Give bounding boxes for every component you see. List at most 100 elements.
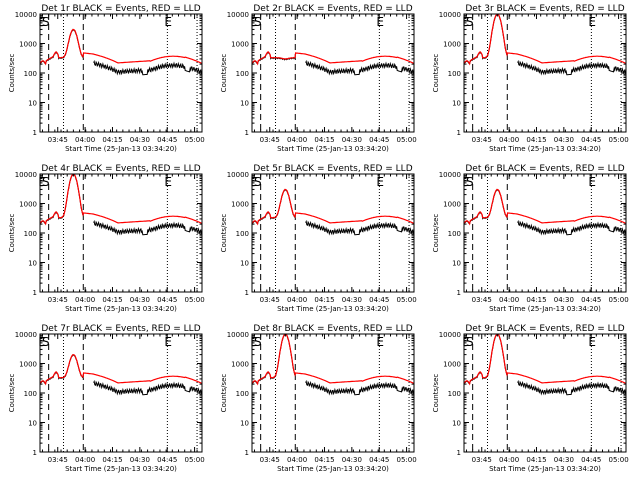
y-tick-label: 10: [240, 260, 249, 268]
x-tick-label: 04:30: [130, 456, 150, 464]
y-tick-label: 100: [448, 70, 461, 78]
x-axis-label: Start Time (25-Jan-13 03:34:20): [65, 305, 177, 313]
x-tick-label: 05:00: [608, 136, 628, 144]
x-axis-label: Start Time (25-Jan-13 03:34:20): [277, 145, 389, 153]
x-axis-label: Start Time (25-Jan-13 03:34:20): [489, 465, 601, 473]
y-tick-label: 10000: [15, 331, 37, 339]
x-tick-label: 04:45: [581, 136, 601, 144]
flag-label: E: [376, 15, 384, 29]
x-tick-label: 04:45: [581, 296, 601, 304]
x-tick-label: 04:45: [581, 456, 601, 464]
series-lld-line: [252, 334, 414, 386]
y-tick-label: 10: [452, 100, 461, 108]
x-tick-label: 04:30: [554, 456, 574, 464]
x-axis-label: Start Time (25-Jan-13 03:34:20): [277, 465, 389, 473]
x-axis-label: Start Time (25-Jan-13 03:34:20): [65, 465, 177, 473]
y-axis-label: Counts/sec: [220, 214, 228, 253]
y-tick-label: 10: [240, 420, 249, 428]
flag-label: E: [376, 175, 384, 189]
flag-label: E: [376, 335, 384, 349]
y-tick-label: 1000: [19, 201, 37, 209]
y-axis-label: Counts/sec: [432, 54, 440, 93]
series-events-line: [252, 334, 414, 396]
x-tick-label: 05:00: [608, 296, 628, 304]
y-tick-label: 1: [245, 129, 249, 137]
y-tick-label: 10: [28, 420, 37, 428]
y-axis-label: Counts/sec: [220, 54, 228, 93]
series-events-line: [40, 28, 202, 76]
x-tick-label: 04:45: [157, 136, 177, 144]
y-tick-label: 1: [245, 449, 249, 457]
x-tick-label: 04:15: [314, 456, 334, 464]
series-events-line: [464, 334, 626, 396]
x-tick-label: 03:45: [472, 296, 492, 304]
y-tick-label: 1000: [443, 41, 461, 49]
flag-label: E: [38, 175, 46, 189]
series-events-line: [252, 188, 414, 236]
x-tick-label: 04:45: [369, 296, 389, 304]
x-tick-label: 04:15: [102, 136, 122, 144]
y-tick-label: 10: [28, 100, 37, 108]
y-tick-label: 100: [448, 390, 461, 398]
y-tick-label: 100: [448, 230, 461, 238]
x-tick-label: 05:00: [608, 456, 628, 464]
series-lld-line: [464, 188, 626, 226]
y-tick-label: 10000: [15, 11, 37, 19]
y-tick-label: 10000: [439, 331, 461, 339]
y-tick-label: 10: [240, 100, 249, 108]
y-tick-label: 100: [24, 390, 37, 398]
chart-title: Det 2r BLACK = Events, RED = LLD: [253, 4, 412, 14]
flag-label: E: [588, 175, 596, 189]
x-tick-label: 04:30: [342, 456, 362, 464]
y-tick-label: 100: [24, 230, 37, 238]
y-tick-label: 1: [33, 449, 37, 457]
flag-label: E: [588, 15, 596, 29]
series-lld-line: [252, 51, 414, 66]
series-events-line: [40, 174, 202, 236]
y-tick-label: 10000: [227, 11, 249, 19]
series-lld-line: [40, 354, 202, 386]
y-tick-label: 10: [452, 260, 461, 268]
x-tick-label: 04:15: [314, 296, 334, 304]
chart-title: Det 7r BLACK = Events, RED = LLD: [41, 324, 200, 334]
y-tick-label: 1: [457, 449, 461, 457]
series-lld-line: [252, 188, 414, 226]
x-tick-label: 05:00: [396, 136, 416, 144]
chart-title: Det 3r BLACK = Events, RED = LLD: [465, 4, 624, 14]
x-tick-label: 04:30: [554, 296, 574, 304]
flag-label: E: [250, 15, 258, 29]
y-tick-label: 1000: [231, 201, 249, 209]
flag-label: S: [42, 175, 50, 189]
x-tick-label: 04:00: [287, 456, 307, 464]
series-lld-line: [464, 14, 626, 66]
y-tick-label: 100: [236, 70, 249, 78]
y-axis-label: Counts/sec: [8, 54, 16, 93]
chart-title: Det 6r BLACK = Events, RED = LLD: [465, 164, 624, 174]
x-axis-label: Start Time (25-Jan-13 03:34:20): [489, 145, 601, 153]
x-tick-label: 05:00: [184, 136, 204, 144]
y-tick-label: 100: [236, 230, 249, 238]
flag-label: E: [164, 15, 172, 29]
x-tick-label: 04:00: [287, 296, 307, 304]
x-tick-label: 04:30: [130, 136, 150, 144]
flag-label: E: [462, 15, 470, 29]
series-events-line: [252, 51, 414, 76]
x-tick-label: 03:45: [472, 456, 492, 464]
flag-label: S: [254, 335, 262, 349]
x-axis-label: Start Time (25-Jan-13 03:34:20): [65, 145, 177, 153]
flag-label: S: [42, 335, 50, 349]
x-axis-label: Start Time (25-Jan-13 03:34:20): [489, 305, 601, 313]
chart-title: Det 8r BLACK = Events, RED = LLD: [253, 324, 412, 334]
x-tick-label: 04:45: [157, 296, 177, 304]
x-tick-label: 04:45: [157, 456, 177, 464]
chart-title: Det 1r BLACK = Events, RED = LLD: [41, 4, 200, 14]
flag-label: S: [466, 175, 474, 189]
y-tick-label: 1000: [19, 361, 37, 369]
flag-label: E: [462, 175, 470, 189]
x-tick-label: 04:00: [499, 136, 519, 144]
